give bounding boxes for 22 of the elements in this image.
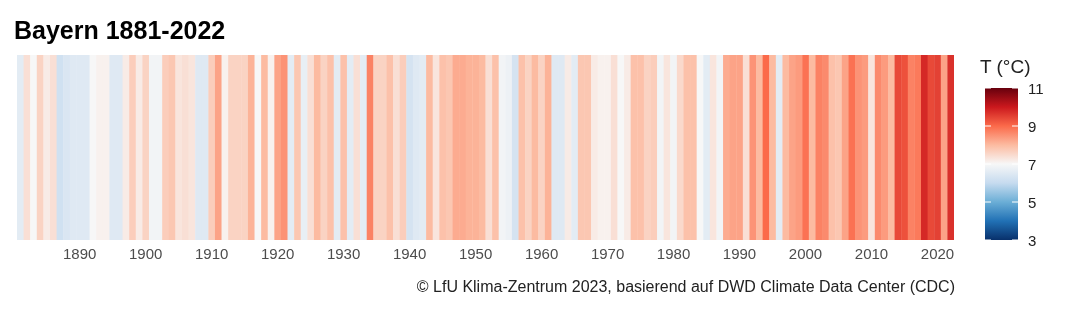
x-tick-label: 1990 [722,244,757,262]
x-tick-label: 1970 [590,244,625,262]
x-tick-label: 1980 [656,244,691,262]
x-tick-label: 1930 [326,244,361,262]
x-tick-label: 1920 [260,244,295,262]
color-bar-label: 3 [1028,232,1037,249]
text: © LfU Klima-Zentrum 2023, basierend auf DWD Climate Data Center (CDC) [416,278,955,296]
x-tick-label: 1890 [63,244,97,262]
x-tick-label: 1960 [524,244,559,262]
x-tick-label: 1950 [458,244,493,262]
x-tick-label: 1900 [128,244,163,262]
x-tick-label: 2000 [788,244,823,262]
x-tick-label: 1910 [194,244,229,262]
color-bar-label: 7 [1028,156,1037,173]
x-tick-label: 1940 [392,244,427,262]
x-tick-label: 2020 [920,244,955,262]
color-bar-label: 5 [1028,194,1037,211]
color-bar-label: 9 [1028,118,1037,135]
color-bar-label: 11 [1028,80,1044,97]
x-tick-label: 2010 [854,244,889,262]
color-bar-title: T (°C) [980,56,1031,78]
chart-title: Bayern 1881-2022 [14,16,226,45]
